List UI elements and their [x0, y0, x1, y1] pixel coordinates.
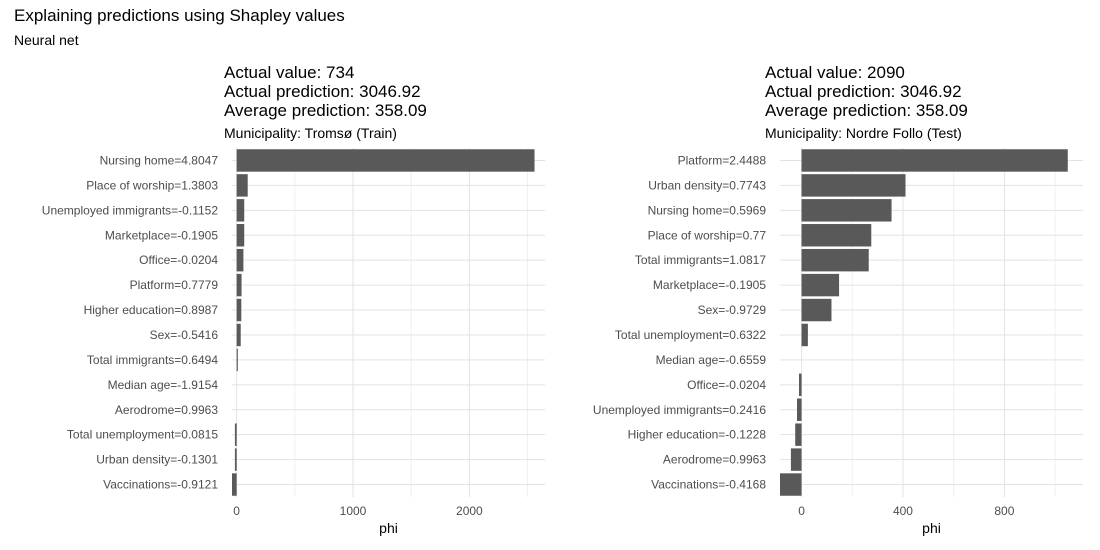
- category-label: Higher education=0.8987: [84, 303, 219, 317]
- bar: [236, 149, 535, 172]
- bar: [799, 373, 802, 397]
- category-label: Higher education=-0.1228: [628, 428, 767, 442]
- category-label: Total immigrants=0.6494: [87, 353, 218, 367]
- category-label: Office=-0.0204: [687, 378, 766, 392]
- x-axis-label: phi: [922, 520, 941, 536]
- bar: [236, 224, 245, 247]
- panel-subtitle: Municipality: Tromsø (Train): [224, 125, 397, 141]
- x-tick-label: 0: [233, 504, 240, 518]
- chart-title: Explaining predictions using Shapley val…: [14, 6, 345, 25]
- bar: [790, 448, 802, 471]
- header-line: Actual value: 734: [224, 63, 354, 82]
- category-label: Platform=0.7779: [130, 278, 219, 292]
- bar: [796, 398, 802, 421]
- category-label: Aerodrome=0.9963: [115, 403, 218, 417]
- header-line: Actual prediction: 3046.92: [765, 82, 962, 101]
- bar: [801, 199, 892, 222]
- panel-subtitle: Municipality: Nordre Follo (Test): [765, 125, 962, 141]
- bar: [232, 473, 237, 496]
- bar: [236, 298, 242, 322]
- category-label: Total unemployment=0.0815: [67, 428, 218, 442]
- bar: [236, 248, 244, 272]
- bar: [236, 273, 242, 297]
- category-label: Total immigrants=1.0817: [635, 253, 766, 267]
- bar: [236, 199, 245, 222]
- x-tick-label: 2000: [456, 504, 483, 518]
- header-line: Actual value: 2090: [765, 63, 905, 82]
- x-tick-label: 400: [893, 504, 913, 518]
- bar: [801, 224, 872, 247]
- bar: [801, 273, 840, 297]
- category-label: Median age=-0.6559: [656, 353, 767, 367]
- category-label: Place of worship=1.3803: [86, 178, 218, 192]
- category-label: Nursing home=0.5969: [648, 203, 767, 217]
- chart-subtitle: Neural net: [14, 32, 79, 48]
- x-tick-label: 0: [798, 504, 805, 518]
- category-label: Marketplace=-0.1905: [653, 278, 766, 292]
- bar: [795, 423, 802, 446]
- bar: [236, 174, 248, 197]
- bar: [236, 348, 238, 372]
- bar: [236, 323, 241, 347]
- header-line: Average prediction: 358.09: [765, 101, 968, 120]
- category-label: Place of worship=0.77: [648, 228, 767, 242]
- category-label: Unemployed immigrants=-0.1152: [42, 203, 219, 217]
- category-label: Unemployed immigrants=0.2416: [593, 403, 766, 417]
- bar: [234, 448, 237, 471]
- category-label: Platform=2.4488: [678, 153, 767, 167]
- category-label: Sex=-0.9729: [698, 303, 767, 317]
- header-line: Actual prediction: 3046.92: [224, 82, 421, 101]
- header-line: Average prediction: 358.09: [224, 101, 427, 120]
- category-label: Total unemployment=0.6322: [615, 328, 766, 342]
- category-label: Urban density=-0.1301: [96, 453, 218, 467]
- bar: [780, 473, 802, 496]
- category-label: Median age=-1.9154: [108, 378, 219, 392]
- category-label: Aerodrome=0.9963: [663, 453, 766, 467]
- category-label: Nursing home=4.8047: [100, 153, 219, 167]
- bar: [801, 298, 832, 322]
- category-label: Sex=-0.5416: [150, 328, 219, 342]
- x-axis-label: phi: [379, 520, 398, 536]
- bar: [234, 423, 237, 446]
- category-label: Vaccinations=-0.9121: [103, 478, 218, 492]
- category-label: Marketplace=-0.1905: [105, 228, 218, 242]
- category-label: Vaccinations=-0.4168: [651, 478, 766, 492]
- category-label: Urban density=0.7743: [648, 178, 766, 192]
- bar: [801, 149, 1068, 172]
- bar: [801, 174, 906, 197]
- x-tick-label: 1000: [340, 504, 367, 518]
- bar: [801, 248, 869, 272]
- x-tick-label: 800: [994, 504, 1014, 518]
- bar: [801, 323, 808, 347]
- category-label: Office=-0.0204: [139, 253, 218, 267]
